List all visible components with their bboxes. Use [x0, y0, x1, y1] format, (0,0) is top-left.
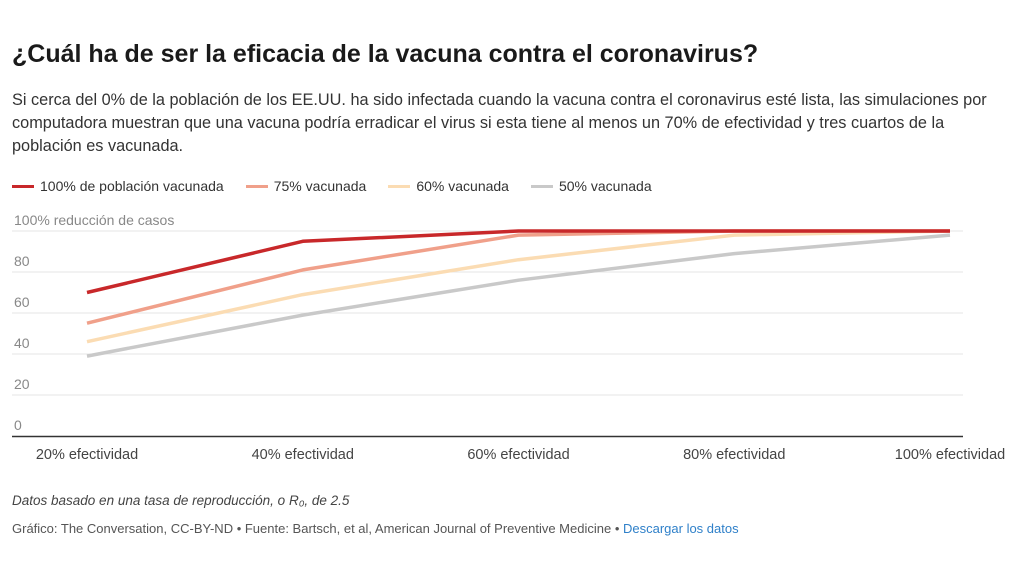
- legend-item-50: 50% vacunada: [530, 178, 652, 194]
- y-tick-label-40: 40: [14, 335, 30, 351]
- x-tick-label-20: 20% efectividad: [36, 447, 138, 463]
- x-tick-label-60: 60% efectividad: [467, 447, 569, 463]
- legend-swatch-60: [388, 184, 411, 188]
- legend-swatch-50: [530, 184, 553, 188]
- legend-swatch-75: [245, 184, 268, 188]
- y-tick-label-60: 60: [14, 294, 30, 310]
- series-line-3: [86, 233, 951, 358]
- download-data-link[interactable]: Descargar los datos: [622, 521, 739, 536]
- legend-item-100: 100% de población vacunada: [12, 178, 224, 194]
- x-tick-label-40: 40% efectividad: [252, 447, 354, 463]
- legend-label-60: 60% vacunada: [416, 178, 509, 194]
- chart-subtitle: Si cerca del 0% de la población de los E…: [12, 91, 987, 155]
- x-tick-label-100: 100% efectividad: [895, 447, 1005, 463]
- chart-title: ¿Cuál ha de ser la eficacia de la vacuna…: [12, 40, 759, 68]
- legend-label-50: 50% vacunada: [558, 178, 652, 194]
- y-tick-label-100: 100% reducción de casos: [14, 212, 174, 228]
- legend-item-60: 60% vacunada: [388, 178, 509, 194]
- credits-text: Gráfico: The Conversation, CC-BY-ND • Fu…: [12, 521, 623, 536]
- y-tick-label-0: 0: [14, 417, 22, 433]
- legend-item-75: 75% vacunada: [245, 178, 367, 194]
- legend-label-75: 75% vacunada: [273, 178, 367, 194]
- footnote: Datos basado en una tasa de reproducción…: [12, 493, 350, 508]
- series-line-2: [86, 229, 951, 344]
- y-tick-label-80: 80: [14, 253, 30, 269]
- x-tick-label-80: 80% efectividad: [683, 447, 785, 463]
- line-chart: 100% reducción de casos 80 60 40 20 0 20% efec…: [12, 212, 1005, 463]
- legend-swatch-100: [12, 184, 34, 188]
- y-tick-label-20: 20: [14, 376, 30, 392]
- legend: 100% de población vacunada 75% vacunada …: [12, 177, 674, 195]
- series-line-0: [86, 229, 950, 295]
- legend-label-100: 100% de población vacunada: [40, 178, 224, 194]
- credits: Gráfico: The Conversation, CC-BY-ND • Fu…: [12, 521, 739, 536]
